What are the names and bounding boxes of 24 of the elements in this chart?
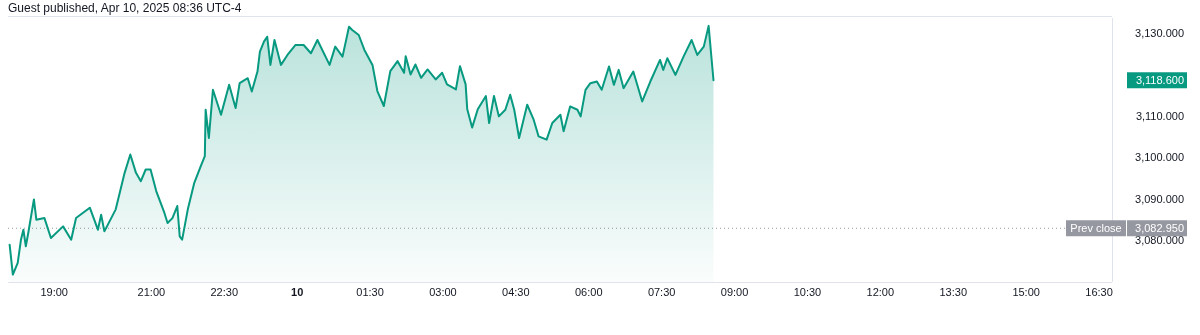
- x-tick-label: 21:00: [137, 286, 166, 298]
- x-tick-label: 13:30: [939, 286, 968, 298]
- chart-title: Guest published, Apr 10, 2025 08:36 UTC-4: [8, 1, 242, 15]
- x-tick-label: 04:30: [502, 286, 530, 298]
- y-tick-label: 3,090.000: [1135, 192, 1184, 205]
- x-tick-label: 10: [291, 286, 304, 298]
- x-tick-label: 03:00: [429, 286, 457, 298]
- text: 3,118.600: [1135, 74, 1184, 87]
- x-tick-label: 15:00: [1012, 286, 1040, 298]
- x-tick-label: 16:30: [1085, 286, 1113, 298]
- x-tick-label: 07:30: [647, 286, 676, 298]
- x-tick-label: 22:30: [210, 286, 239, 298]
- text: 3,082.950: [1135, 222, 1184, 235]
- y-tick-label: 3,110.000: [1135, 109, 1184, 122]
- y-tick-label: 3,080.000: [1135, 234, 1184, 247]
- x-tick-label: 09:00: [720, 286, 749, 298]
- x-tick-label: 10:30: [793, 286, 822, 298]
- y-tick-label: 3,130.000: [1135, 26, 1184, 39]
- y-tick-label: 3,100.000: [1135, 151, 1184, 164]
- ref-line-label: Prev close: [1070, 222, 1122, 235]
- x-tick-label: 01:30: [356, 286, 384, 298]
- x-tick-label: 12:00: [866, 286, 895, 298]
- x-tick-label: 19:00: [40, 286, 68, 298]
- x-tick-label: 06:00: [574, 286, 603, 298]
